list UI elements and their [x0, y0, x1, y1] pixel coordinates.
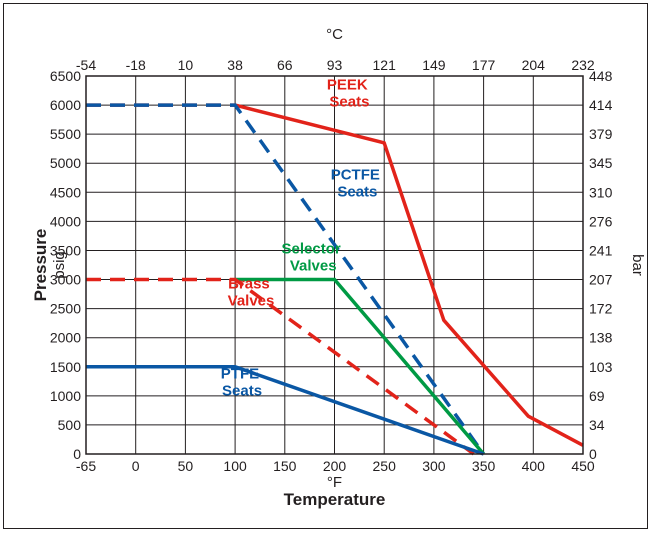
y-tick-label-12: 6000	[50, 97, 81, 113]
pressure-temperature-chart: -65 0 50 100 150 200 250 300 350 400 450-54 -18 10 38…	[31, 26, 646, 509]
y-tick-label-0: 0	[73, 446, 81, 462]
x-top-tick-label-5: 93	[327, 57, 343, 73]
x-top-tick-label-4: 66	[277, 57, 293, 73]
x-tick-label-2: 50	[178, 458, 194, 474]
y-right-tick-label-11: 379	[589, 126, 613, 142]
series-label-peek-line1: PEEK	[327, 76, 368, 93]
series-label-selector-line2: Valves	[290, 257, 337, 274]
chart-frame: -65 0 50 100 150 200 250 300 350 400 450 -54 -18 10 38…	[3, 3, 648, 529]
series-line-0-1	[234, 103, 584, 447]
x-tick-label-3: 100	[223, 458, 247, 474]
y-tick-label-1: 500	[58, 417, 82, 433]
y-right-tick-label-8: 276	[589, 213, 613, 229]
x-tick-label-0: -65	[76, 458, 96, 474]
series-label-pctfe-line1: PCTFE	[331, 167, 380, 184]
x-tick-label-9: 400	[522, 458, 546, 474]
y-tick-label-8: 4000	[50, 213, 81, 229]
y-right-tick-label-13: 448	[589, 68, 613, 84]
x-top-tick-label-9: 204	[522, 57, 546, 73]
series-label-pctfe: PCTFE Seats	[331, 167, 384, 201]
y-tick-label-6: 3000	[50, 272, 81, 288]
y-tick-label-3: 1500	[50, 359, 81, 375]
y-axis-title: Pressure	[31, 229, 50, 302]
y-tick-label-2: 1000	[50, 388, 81, 404]
y-right-tick-label-2: 69	[589, 388, 605, 404]
x-top-tick-label-7: 149	[422, 57, 446, 73]
x-top-tick-label-10: 232	[571, 57, 595, 73]
x-tick-label-5: 200	[323, 458, 347, 474]
y-right-tick-label-12: 414	[589, 97, 613, 113]
x-tick-label-7: 300	[422, 458, 446, 474]
series-line-1-0	[86, 103, 486, 456]
y-right-tick-label-10: 345	[589, 155, 613, 171]
y-tick-label-11: 5500	[50, 126, 81, 142]
tick-labels: -65 0 50 100 150 200 250 300 350 400 450-54 -18 10 38…	[50, 57, 613, 474]
series-label-ptfe: PTFE Seats	[221, 365, 264, 399]
y-tick-label-10: 5000	[50, 155, 81, 171]
y-right-tick-label-3: 103	[589, 359, 613, 375]
y-right-tick-label-9: 310	[589, 184, 613, 200]
y-tick-label-5: 2500	[50, 301, 81, 317]
y-tick-label-13: 6500	[50, 68, 81, 84]
y-tick-label-9: 4500	[50, 184, 81, 200]
x-unit: °F	[327, 474, 342, 491]
x-axis-title: Temperature	[284, 490, 386, 509]
y-right-tick-label-7: 241	[589, 242, 613, 258]
series-line-2-0	[235, 277, 485, 456]
x-top-tick-label-0: -54	[76, 57, 96, 73]
series-label-peek: PEEK Seats	[327, 76, 372, 110]
series-label-brass: Brass Valves	[228, 275, 275, 309]
x-tick-label-8: 350	[472, 458, 496, 474]
x-tick-label-4: 150	[273, 458, 297, 474]
x-top-tick-label-3: 38	[227, 57, 243, 73]
y-tick-label-7: 3500	[50, 242, 81, 258]
series-label-peek-line2: Seats	[329, 93, 369, 110]
series-label-brass-line2: Valves	[228, 292, 275, 309]
series-label-selector: Selector Valves	[282, 240, 345, 274]
x-top-tick-label-8: 177	[472, 57, 496, 73]
y-right-tick-label-0: 0	[589, 446, 597, 462]
x-top-tick-label-1: -18	[126, 57, 146, 73]
series-layer	[86, 103, 584, 456]
series-label-selector-line1: Selector	[282, 240, 341, 257]
y-right-tick-label-6: 207	[589, 272, 613, 288]
y-right-tick-label-5: 172	[589, 301, 613, 317]
x-top-unit: °C	[326, 26, 343, 43]
y-right-unit: bar	[629, 254, 646, 276]
x-top-tick-label-6: 121	[373, 57, 397, 73]
series-label-brass-line1: Brass	[228, 275, 270, 292]
y-tick-label-4: 2000	[50, 330, 81, 346]
series-line-4-0	[86, 365, 485, 456]
y-right-tick-label-4: 138	[589, 330, 613, 346]
x-top-tick-label-2: 10	[178, 57, 194, 73]
y-right-tick-label-1: 34	[589, 417, 605, 433]
series-line-3-0	[86, 277, 475, 456]
x-tick-label-10: 450	[571, 458, 595, 474]
plot-border	[85, 75, 584, 455]
series-label-ptfe-line2: Seats	[222, 382, 262, 399]
x-tick-label-1: 0	[132, 458, 140, 474]
series-label-pctfe-line2: Seats	[337, 184, 377, 201]
y-unit: psig	[51, 251, 68, 279]
series-label-ptfe-line1: PTFE	[221, 365, 259, 382]
x-tick-label-6: 250	[373, 458, 397, 474]
